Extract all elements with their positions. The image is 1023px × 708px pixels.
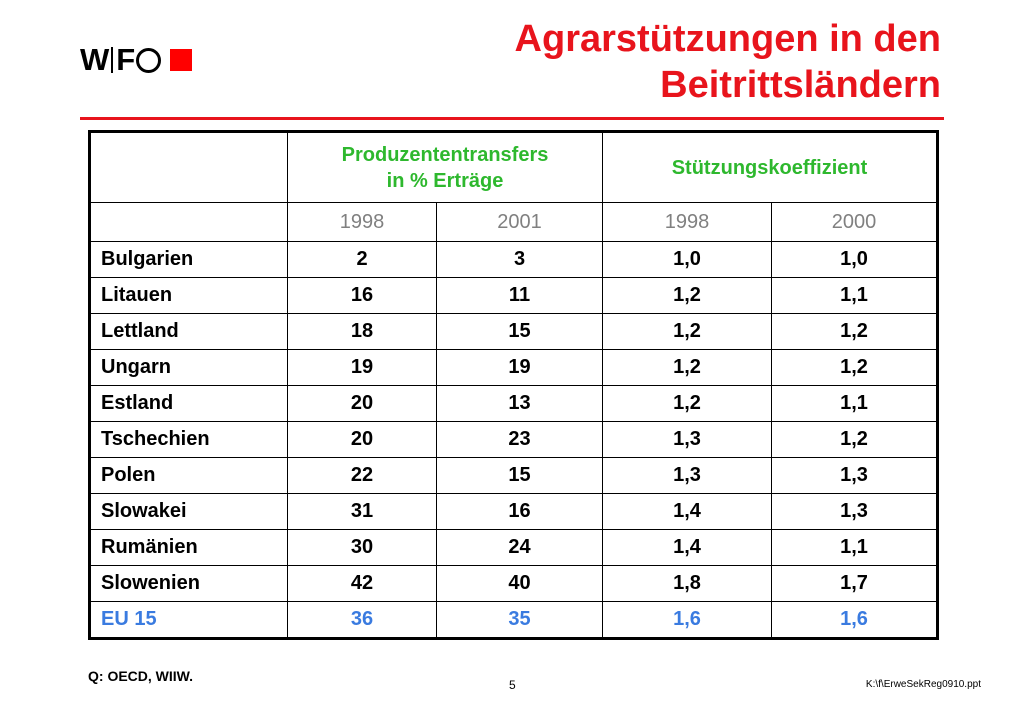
country-cell: Bulgarien <box>89 241 288 278</box>
country-cell: Ungarn <box>89 348 288 386</box>
value-cell: 40 <box>436 564 603 602</box>
year-empty-cell <box>89 202 288 242</box>
logo-letter-w: W <box>80 42 109 77</box>
country-cell: Slowenien <box>89 564 288 602</box>
country-cell: Polen <box>89 456 288 494</box>
value-cell: 30 <box>287 528 437 566</box>
value-cell: 16 <box>436 492 603 530</box>
value-cell: 1,4 <box>602 492 772 530</box>
value-cell: 1,2 <box>602 276 772 314</box>
value-cell: 35 <box>436 600 603 640</box>
value-cell: 1,3 <box>602 456 772 494</box>
value-cell: 3 <box>436 241 603 278</box>
value-cell: 31 <box>287 492 437 530</box>
table-row: Bulgarien 2 3 1,0 1,0 <box>89 241 938 278</box>
support-table: Produzententransfers in % Erträge Stützu… <box>88 130 939 640</box>
table-row: Tschechien 20 23 1,3 1,2 <box>89 420 938 458</box>
slide-title: Agrarstützungen in den Beitrittsländern <box>515 16 941 108</box>
header-empty-cell <box>89 131 288 203</box>
year-cell: 1998 <box>602 202 772 242</box>
slide-title-line1: Agrarstützungen in den <box>514 18 941 60</box>
country-cell: Lettland <box>89 312 288 350</box>
value-cell: 1,0 <box>602 241 772 278</box>
value-cell: 42 <box>287 564 437 602</box>
value-cell: 1,6 <box>771 600 938 640</box>
value-cell: 1,3 <box>771 456 938 494</box>
value-cell: 1,6 <box>602 600 772 640</box>
value-cell: 20 <box>287 384 437 422</box>
table-row: Litauen 16 11 1,2 1,1 <box>89 276 938 314</box>
value-cell: 13 <box>436 384 603 422</box>
year-cell: 2001 <box>436 202 603 242</box>
value-cell: 23 <box>436 420 603 458</box>
logo-bar <box>111 47 114 73</box>
value-cell: 1,0 <box>771 241 938 278</box>
value-cell: 1,1 <box>771 384 938 422</box>
value-cell: 1,2 <box>602 384 772 422</box>
table-row: Slowenien 42 40 1,8 1,7 <box>89 564 938 602</box>
year-header-row: 1998 2001 1998 2000 <box>89 202 938 242</box>
country-cell: Slowakei <box>89 492 288 530</box>
value-cell: 1,2 <box>771 420 938 458</box>
logo-letter-f: F <box>116 42 135 77</box>
country-cell: Litauen <box>89 276 288 314</box>
value-cell: 19 <box>287 348 437 386</box>
table-row: Polen 22 15 1,3 1,3 <box>89 456 938 494</box>
value-cell: 36 <box>287 600 437 640</box>
value-cell: 1,2 <box>771 348 938 386</box>
value-cell: 16 <box>287 276 437 314</box>
year-cell: 2000 <box>771 202 938 242</box>
value-cell: 1,2 <box>771 312 938 350</box>
header-producer-transfers: Produzententransfers in % Erträge <box>287 131 603 203</box>
value-cell: 1,3 <box>771 492 938 530</box>
country-cell: EU 15 <box>89 600 288 640</box>
logo-square-icon <box>170 49 193 71</box>
slide-title-line2: Beitrittsländern <box>660 64 941 106</box>
table-row: Slowakei 31 16 1,4 1,3 <box>89 492 938 530</box>
value-cell: 1,1 <box>771 528 938 566</box>
table-row: Ungarn 19 19 1,2 1,2 <box>89 348 938 386</box>
title-divider <box>80 117 944 120</box>
wifo-logo: W F <box>80 42 193 77</box>
value-cell: 1,2 <box>602 312 772 350</box>
country-cell: Estland <box>89 384 288 422</box>
value-cell: 15 <box>436 456 603 494</box>
value-cell: 11 <box>436 276 603 314</box>
file-path: K:\f\ErweSekReg0910.ppt <box>865 679 981 690</box>
value-cell: 1,7 <box>771 564 938 602</box>
value-cell: 1,8 <box>602 564 772 602</box>
value-cell: 22 <box>287 456 437 494</box>
table-row-eu15: EU 15 36 35 1,6 1,6 <box>89 600 938 640</box>
table-row: Estland 20 13 1,2 1,1 <box>89 384 938 422</box>
logo-circle-icon <box>136 47 162 73</box>
value-cell: 2 <box>287 241 437 278</box>
value-cell: 20 <box>287 420 437 458</box>
group-header-row: Produzententransfers in % Erträge Stützu… <box>89 131 938 203</box>
header-support-coefficient: Stützungskoeffizient <box>602 131 938 203</box>
country-cell: Tschechien <box>89 420 288 458</box>
country-cell: Rumänien <box>89 528 288 566</box>
value-cell: 1,2 <box>602 348 772 386</box>
page-number: 5 <box>509 678 516 692</box>
year-cell: 1998 <box>287 202 437 242</box>
value-cell: 19 <box>436 348 603 386</box>
value-cell: 24 <box>436 528 603 566</box>
table-row: Lettland 18 15 1,2 1,2 <box>89 312 938 350</box>
value-cell: 15 <box>436 312 603 350</box>
value-cell: 18 <box>287 312 437 350</box>
table-row: Rumänien 30 24 1,4 1,1 <box>89 528 938 566</box>
value-cell: 1,4 <box>602 528 772 566</box>
source-note: Q: OECD, WIIW. <box>88 668 193 684</box>
value-cell: 1,3 <box>602 420 772 458</box>
value-cell: 1,1 <box>771 276 938 314</box>
